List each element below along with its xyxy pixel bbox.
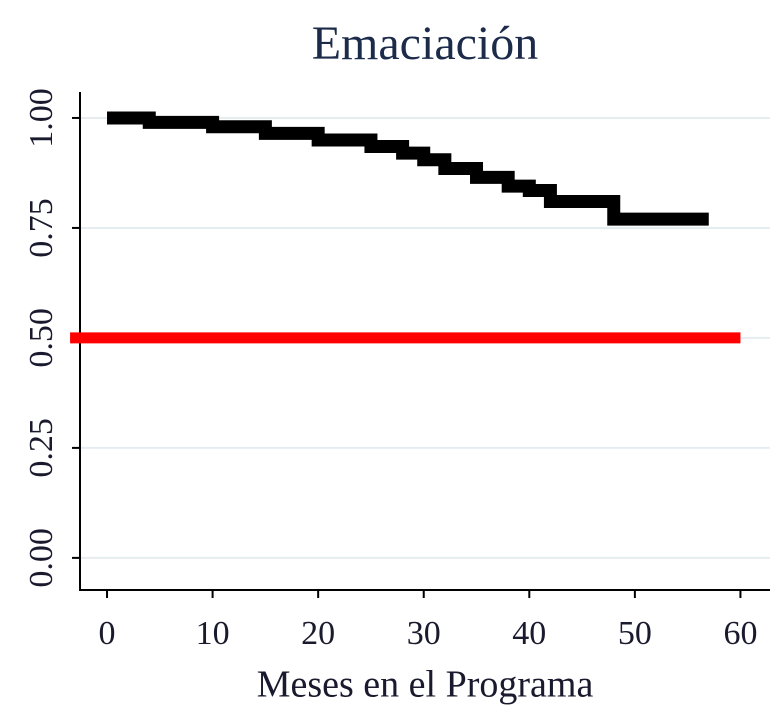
x-tick-label: 10: [196, 615, 230, 652]
series-line: [107, 111, 709, 226]
x-tick-label: 20: [301, 615, 335, 652]
y-tick-label: 0.50: [23, 308, 60, 368]
y-tick-label: 0.75: [23, 198, 60, 258]
x-tick-label: 40: [512, 615, 546, 652]
x-tick-label: 50: [618, 615, 652, 652]
y-tick-label: 1.00: [23, 88, 60, 148]
chart-title: Emaciación: [312, 17, 539, 70]
x-tick-label: 30: [407, 615, 441, 652]
y-tick-label: 0.00: [23, 528, 60, 588]
x-tick-label: 60: [723, 615, 757, 652]
x-tick-label: 0: [99, 615, 116, 652]
x-axis-label: Meses en el Programa: [257, 664, 594, 706]
y-tick-label: 0.25: [23, 418, 60, 478]
